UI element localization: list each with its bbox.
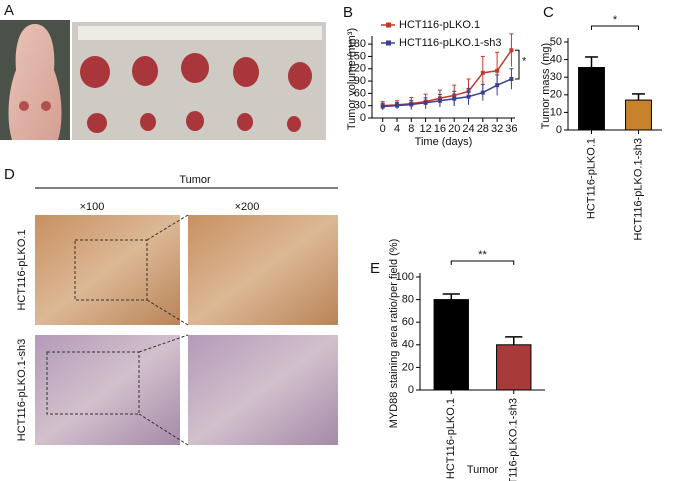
y-tick-label: 30 bbox=[550, 71, 562, 83]
y-axis-label: Tumor mass (mg) bbox=[540, 43, 552, 129]
marker bbox=[409, 102, 414, 107]
y-tick-label: 120 bbox=[348, 63, 366, 75]
y-tick-label: 180 bbox=[348, 38, 366, 50]
y-tick-label: 0 bbox=[556, 124, 562, 136]
marker bbox=[380, 104, 385, 109]
y-tick-label: 90 bbox=[354, 75, 366, 87]
bar bbox=[433, 299, 469, 391]
y-tick-label: 50 bbox=[550, 36, 562, 48]
marker bbox=[395, 103, 400, 108]
row-label: HCT116-pLKO.1 bbox=[16, 229, 28, 310]
x-tick-label: HCT116-pLKO.1 bbox=[585, 138, 597, 219]
histology-images bbox=[35, 214, 338, 446]
marker bbox=[466, 94, 471, 99]
y-tick-label: 30 bbox=[354, 100, 366, 112]
significance: * bbox=[522, 56, 527, 68]
panel-label: B bbox=[343, 4, 353, 21]
mouse-photo bbox=[0, 20, 70, 140]
marker bbox=[509, 77, 514, 81]
magnification: ×200 bbox=[235, 201, 260, 213]
y-axis-label: MYD88 staining area ratio/per field (%) bbox=[388, 239, 400, 429]
significance-bracket bbox=[515, 49, 520, 80]
significance: ** bbox=[478, 249, 487, 261]
x-tick-label: 32 bbox=[491, 123, 503, 135]
legend-label: HCT116-pLKO.1-sh3 bbox=[399, 37, 502, 49]
x-axis-label: Tumor bbox=[467, 464, 499, 476]
series-line bbox=[382, 49, 513, 107]
marker bbox=[509, 48, 514, 53]
bar bbox=[625, 99, 652, 131]
x-tick-label: HCT116-pLKO.1-sh3 bbox=[508, 398, 520, 481]
panel-label: C bbox=[543, 4, 554, 21]
x-tick-label: 24 bbox=[462, 123, 474, 135]
y-tick-label: 100 bbox=[396, 271, 414, 283]
panel-label: D bbox=[4, 166, 15, 183]
marker bbox=[495, 83, 500, 88]
y-tick-label: 40 bbox=[550, 54, 562, 66]
magnification: ×100 bbox=[80, 201, 105, 213]
y-tick-label: 20 bbox=[402, 361, 414, 373]
x-tick-label: 0 bbox=[380, 123, 386, 135]
x-tick-label: 36 bbox=[505, 123, 517, 135]
bar bbox=[578, 67, 605, 131]
marker bbox=[452, 96, 457, 101]
y-tick-label: 10 bbox=[550, 106, 562, 118]
x-tick-label: HCT116-pLKO.1-sh3 bbox=[632, 138, 644, 241]
y-tick-label: 150 bbox=[348, 50, 366, 62]
x-tick-label: 20 bbox=[448, 123, 460, 135]
x-tick-label: 28 bbox=[477, 123, 489, 135]
y-axis-label: Tumor volume (mm³) bbox=[346, 28, 358, 130]
panel-label: E bbox=[370, 260, 380, 277]
marker bbox=[480, 90, 485, 95]
marker bbox=[480, 70, 485, 75]
y-tick-label: 60 bbox=[354, 87, 366, 99]
panel-title: Tumor bbox=[179, 174, 211, 186]
significance: * bbox=[613, 14, 618, 26]
tumor-photo bbox=[72, 22, 326, 140]
x-tick-label: HCT116-pLKO.1 bbox=[445, 398, 457, 479]
marker bbox=[495, 68, 500, 73]
x-tick-label: 4 bbox=[394, 123, 400, 135]
series-line bbox=[382, 78, 512, 108]
x-tick-label: 16 bbox=[434, 123, 446, 135]
x-axis-label: Time (days) bbox=[415, 136, 473, 148]
y-tick-label: 60 bbox=[402, 316, 414, 328]
significance-bracket bbox=[450, 260, 515, 265]
legend-marker bbox=[386, 22, 391, 28]
y-tick-label: 0 bbox=[360, 112, 366, 124]
marker bbox=[423, 100, 428, 105]
y-tick-label: 0 bbox=[408, 384, 414, 396]
marker bbox=[437, 98, 442, 103]
legend-marker bbox=[386, 40, 391, 46]
legend-label: HCT116-pLKO.1 bbox=[399, 19, 480, 31]
x-tick-label: 12 bbox=[420, 123, 432, 135]
y-tick-label: 40 bbox=[402, 339, 414, 351]
row-label: HCT116-pLKO.1-sh3 bbox=[16, 339, 28, 442]
significance-bracket bbox=[591, 25, 639, 30]
y-tick-label: 80 bbox=[402, 294, 414, 306]
x-tick-label: 8 bbox=[408, 123, 414, 135]
panel-label: A bbox=[4, 2, 14, 19]
bar bbox=[496, 344, 532, 391]
y-tick-label: 20 bbox=[550, 89, 562, 101]
